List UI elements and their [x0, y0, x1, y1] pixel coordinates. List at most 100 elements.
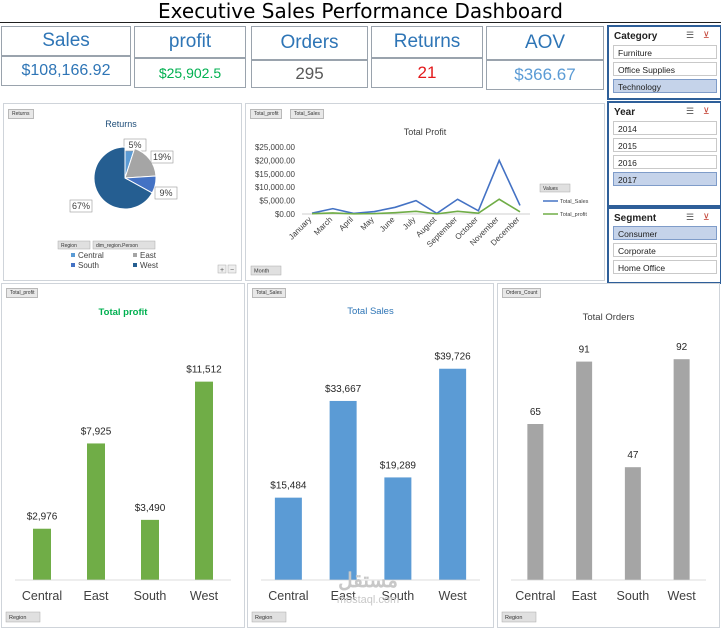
multi-select-icon[interactable]: ☰ [686, 30, 695, 40]
profit-bar-field-tag[interactable]: Total_profit [6, 288, 39, 298]
dashboard-title-bar: Executive Sales Performance Dashboard [0, 0, 721, 23]
region-field-label: Region [9, 615, 26, 621]
pie-slice-west[interactable] [93, 146, 153, 210]
bar-category-label: South [382, 589, 415, 603]
category-slicer-item[interactable]: Furniture [613, 45, 717, 59]
bar-south[interactable] [141, 519, 159, 580]
pie-label-box [154, 186, 178, 200]
values-field-label: Values [543, 186, 558, 192]
bar-east[interactable] [87, 443, 105, 580]
bar-category-label: South [617, 589, 650, 603]
legend-label-central: Central [78, 251, 104, 260]
bar-west[interactable] [195, 381, 213, 580]
bar-category-label: East [331, 589, 357, 603]
line-series-total-sales[interactable] [311, 158, 521, 215]
category-slicer-item[interactable]: Office Supplies [613, 62, 717, 76]
clear-filter-icon[interactable]: ⊻ [703, 212, 710, 222]
person-field-label: dim_region.Person [96, 243, 138, 249]
bar-data-label: $11,512 [186, 365, 222, 376]
year-slicer-item[interactable]: 2016 [613, 155, 717, 169]
x-tick-label: June [378, 215, 397, 234]
returns-pie-chart: Returns 5% 19% 9% 67% Region dim_region.Per… [57, 119, 237, 274]
x-tick-label: May [359, 215, 376, 232]
bar-category-label: East [572, 589, 598, 603]
region-field-button[interactable] [57, 240, 91, 250]
bar-east[interactable] [576, 361, 593, 580]
bar-category-label: South [134, 589, 167, 603]
region-field-button[interactable] [251, 611, 287, 623]
region-field-button[interactable] [501, 611, 537, 623]
orders-bar-field-tag[interactable]: Orders_Count [502, 288, 542, 298]
year-slicer-item[interactable]: 2017 [613, 172, 717, 186]
bar-west[interactable] [673, 359, 690, 580]
profit-kpi-value: $25,902.5 [134, 58, 246, 88]
orders-kpi-label: Orders [251, 26, 368, 60]
returns-pie-panel: Returns Returns 5% 19% 9% 67% Region dim_re… [3, 103, 242, 281]
x-tick-label: March [312, 215, 334, 237]
segment-slicer-item[interactable]: Home Office [613, 260, 717, 274]
dashboard-title: Executive Sales Performance Dashboard [158, 0, 563, 23]
expand-field-button[interactable] [217, 264, 227, 274]
segment-slicer: Segment ☰ ⊻ Consumer Corporate Home Office [607, 207, 721, 284]
pie-data-label: 9% [159, 188, 172, 198]
bar-west[interactable] [439, 368, 467, 580]
multi-select-icon[interactable]: ☰ [686, 212, 695, 222]
legend-swatch [133, 253, 137, 257]
legend-swatch [71, 253, 75, 257]
plus-icon: + [220, 267, 224, 274]
x-tick-label: April [337, 215, 355, 233]
bar-chart-title: Total Orders [583, 312, 635, 323]
collapse-field-button[interactable] [227, 264, 237, 274]
year-slicer-item[interactable]: 2015 [613, 138, 717, 152]
bar-data-label: $39,726 [435, 352, 472, 363]
year-slicer-item[interactable]: 2014 [613, 121, 717, 135]
minus-icon: − [230, 267, 234, 274]
bar-category-label: West [668, 589, 697, 603]
values-field-button[interactable] [539, 183, 571, 193]
y-tick-label: $20,000.00 [255, 156, 296, 165]
profit-bar-panel: Total_profit Total profit $2,976 Central $7… [1, 283, 245, 628]
y-tick-label: $0.00 [275, 210, 296, 219]
region-field-button[interactable] [5, 611, 41, 623]
legend-label-west: West [140, 261, 159, 270]
segment-slicer-item[interactable]: Consumer [613, 226, 717, 240]
bar-data-label: $3,490 [135, 503, 166, 514]
segment-slicer-title: Segment [614, 213, 657, 224]
clear-filter-icon[interactable]: ⊻ [703, 30, 710, 40]
line-series-total-profit[interactable] [311, 198, 521, 215]
clear-filter-icon[interactable]: ⊻ [703, 106, 710, 116]
y-tick-label: $15,000.00 [255, 170, 296, 179]
sales-bar-panel: Total_Sales Total Sales $15,484 Central $33… [247, 283, 494, 628]
pie-field-buttons: Region dim_region.Person [57, 240, 156, 250]
sales-bar-field-tag[interactable]: Total_Sales [252, 288, 286, 298]
pie-data-label: 19% [153, 152, 171, 162]
bar-south[interactable] [624, 467, 641, 580]
y-tick-label: $5,000.00 [259, 197, 295, 206]
year-slicer: Year ☰ ⊻ 2014 2015 2016 2017 [607, 101, 721, 207]
aov-kpi-label: AOV [486, 26, 604, 60]
bar-south[interactable] [384, 477, 412, 580]
multi-select-icon[interactable]: ☰ [686, 106, 695, 116]
total-profit-field-tag[interactable]: Total_profit [250, 109, 283, 119]
category-slicer-title: Category [614, 31, 658, 42]
returns-field-tag[interactable]: Returns [8, 109, 34, 119]
legend-label-south: South [78, 261, 99, 270]
line-legend: Values Total_Sales Total_profit [539, 183, 589, 218]
person-field-button[interactable] [92, 240, 156, 250]
pie-data-label: 67% [72, 201, 90, 211]
bar-east[interactable] [329, 400, 357, 580]
aov-kpi-value: $366.67 [486, 60, 604, 90]
total-sales-field-tag[interactable]: Total_Sales [290, 109, 324, 119]
pie-label-box [69, 199, 93, 213]
bar-category-label: Central [268, 589, 308, 603]
legend-sales-label: Total_Sales [560, 199, 589, 205]
year-slicer-title: Year [614, 107, 636, 118]
segment-slicer-item[interactable]: Corporate [613, 243, 717, 257]
bar-central[interactable] [33, 528, 51, 580]
bar-central[interactable] [527, 424, 544, 580]
profit-bar-chart: Total profit $2,976 Central $7,925 East $3,49… [5, 307, 231, 623]
bar-central[interactable] [274, 497, 302, 580]
category-slicer-item[interactable]: Technology [613, 79, 717, 93]
month-field-button[interactable] [250, 265, 282, 276]
bar-category-label: Central [22, 589, 62, 603]
